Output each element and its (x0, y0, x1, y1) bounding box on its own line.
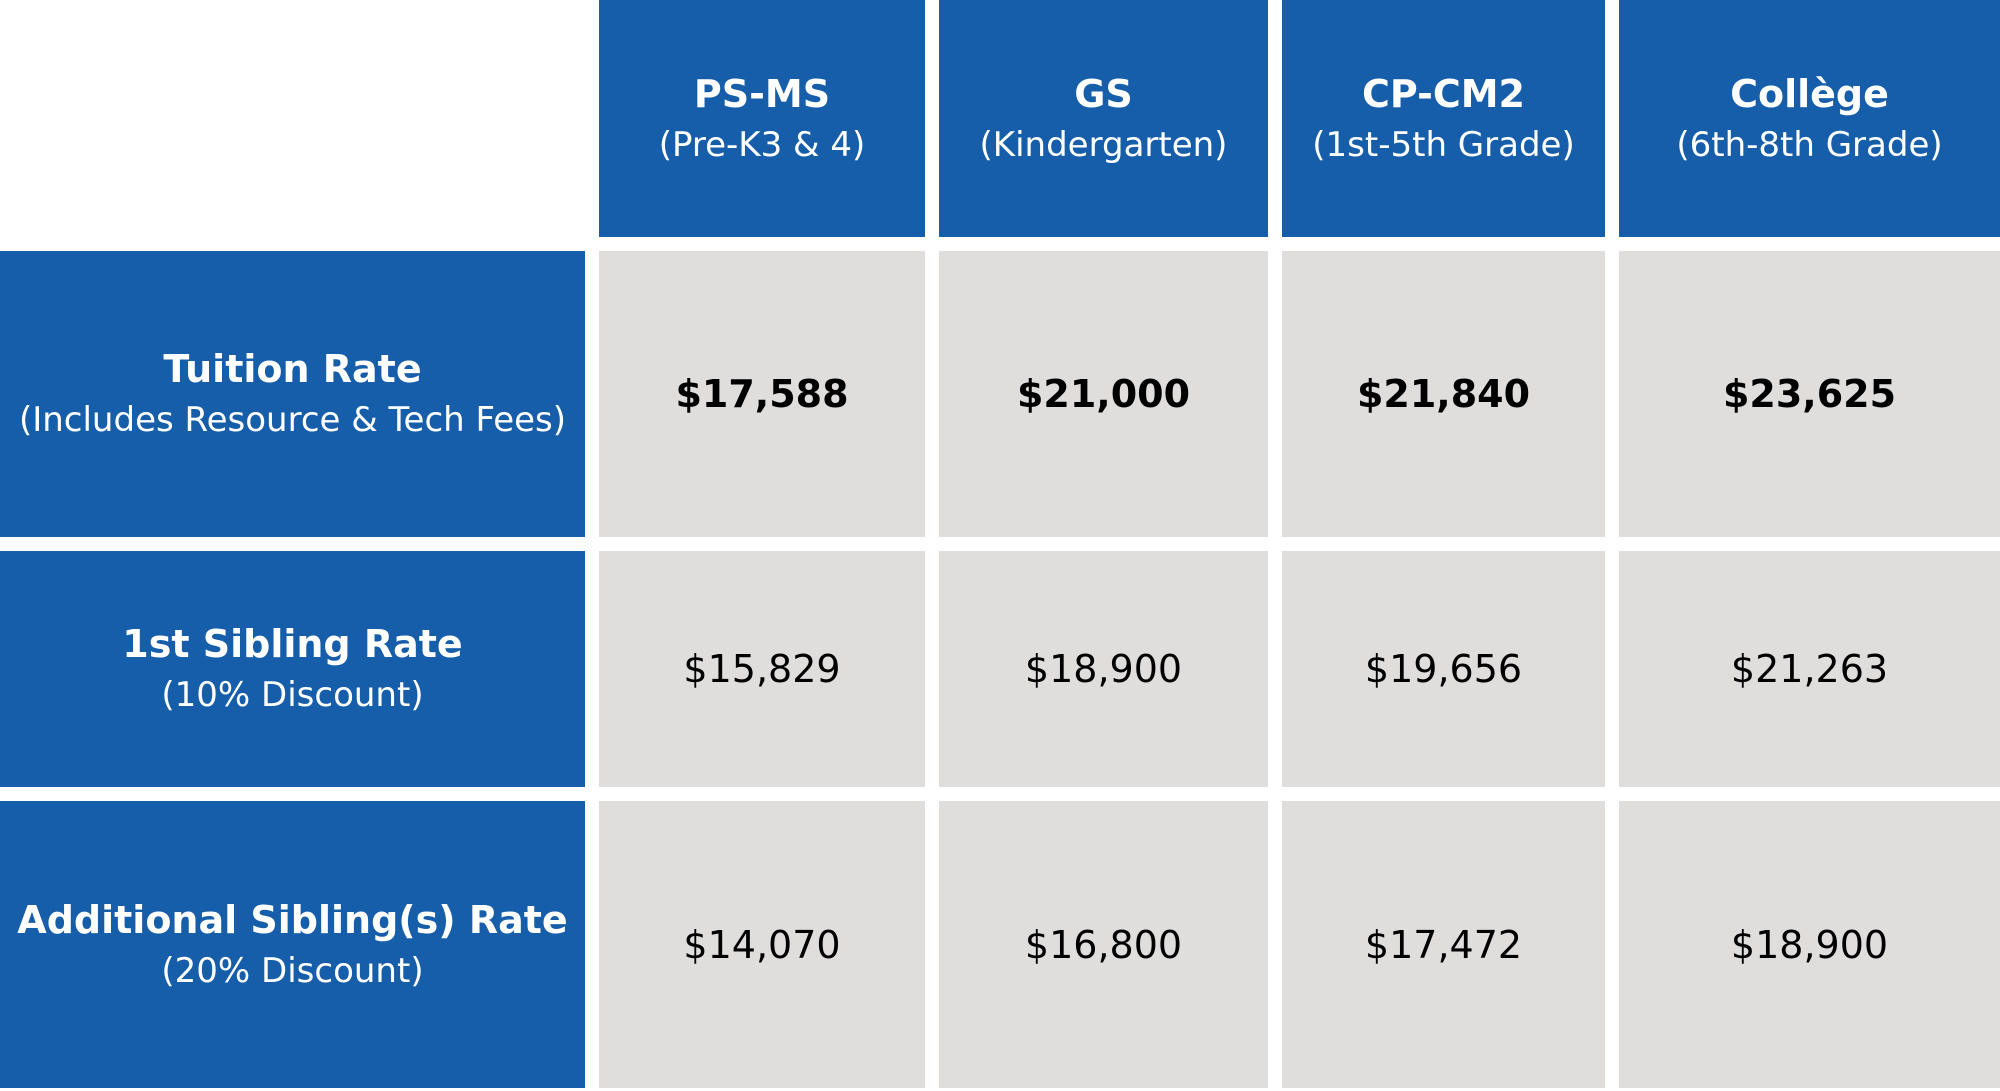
column-header-college: Collège (6th-8th Grade) (1619, 0, 2000, 237)
column-subtitle: (Pre-K3 & 4) (658, 124, 866, 165)
price-value: $15,829 (683, 647, 841, 691)
row-title: 1st Sibling Rate (122, 622, 463, 666)
price-value: $21,000 (1016, 372, 1191, 416)
column-title: Collège (1730, 71, 1889, 116)
table-cell: $17,472 (1282, 801, 1605, 1088)
price-value: $14,070 (683, 922, 841, 967)
table-cell: $14,070 (599, 801, 925, 1088)
table-cell: $17,588 (599, 251, 925, 537)
price-value: $16,800 (1024, 922, 1183, 967)
price-value: $21,263 (1730, 647, 1889, 691)
column-subtitle: (1st-5th Grade) (1312, 124, 1575, 165)
table-corner (0, 0, 585, 237)
table-cell: $15,829 (599, 551, 925, 787)
table-cell: $18,900 (939, 551, 1268, 787)
table-cell: $23,625 (1619, 251, 2000, 537)
row-header-first-sibling-rate: 1st Sibling Rate (10% Discount) (0, 551, 585, 787)
column-title: CP-CM2 (1362, 71, 1525, 116)
column-header-ps-ms: PS-MS (Pre-K3 & 4) (599, 0, 925, 237)
table-cell: $21,840 (1282, 251, 1605, 537)
column-title: GS (1074, 71, 1133, 116)
column-subtitle: (6th-8th Grade) (1676, 124, 1943, 165)
row-subtitle: (10% Discount) (161, 675, 424, 715)
price-value: $19,656 (1364, 647, 1523, 691)
row-title: Additional Sibling(s) Rate (17, 897, 568, 942)
price-value: $23,625 (1722, 372, 1897, 416)
price-value: $21,840 (1356, 372, 1531, 416)
row-header-additional-sibling-rate: Additional Sibling(s) Rate (20% Discount… (0, 801, 585, 1088)
table-cell: $16,800 (939, 801, 1268, 1088)
column-subtitle: (Kindergarten) (979, 124, 1228, 165)
row-subtitle: (20% Discount) (161, 950, 424, 991)
column-title: PS-MS (693, 71, 831, 116)
table-cell: $18,900 (1619, 801, 2000, 1088)
row-title: Tuition Rate (163, 347, 422, 391)
column-header-cp-cm2: CP-CM2 (1st-5th Grade) (1282, 0, 1605, 237)
price-value: $17,472 (1364, 922, 1523, 967)
table-cell: $19,656 (1282, 551, 1605, 787)
row-subtitle: (Includes Resource & Tech Fees) (18, 400, 567, 440)
table-cell: $21,000 (939, 251, 1268, 537)
table-cell: $21,263 (1619, 551, 2000, 787)
price-value: $17,588 (675, 372, 849, 416)
price-value: $18,900 (1024, 647, 1183, 691)
column-header-gs: GS (Kindergarten) (939, 0, 1268, 237)
price-value: $18,900 (1730, 922, 1889, 967)
row-header-tuition-rate: Tuition Rate (Includes Resource & Tech F… (0, 251, 585, 537)
